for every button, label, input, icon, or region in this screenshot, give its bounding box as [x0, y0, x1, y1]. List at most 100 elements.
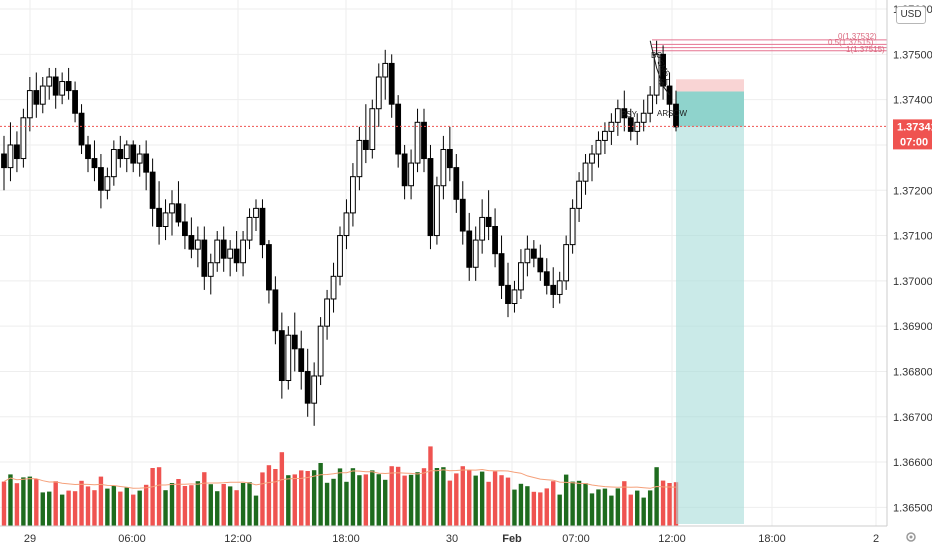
x-tick-label: 18:00 [332, 533, 360, 545]
volume-bar [59, 494, 65, 526]
volume-bar [596, 489, 601, 526]
y-tick-label: 1.36900 [893, 321, 932, 333]
candle-down [149, 171, 156, 209]
volume-bar [441, 467, 446, 526]
candle-up [440, 148, 447, 187]
candle-up [582, 162, 589, 182]
volume-bar [570, 481, 575, 526]
x-tick-label: 12:00 [224, 533, 252, 545]
volume-bar [318, 463, 323, 526]
candle-up [59, 81, 66, 96]
candle-up [382, 62, 389, 78]
x-tick-label: 12:00 [658, 533, 686, 545]
candle-up [563, 244, 570, 282]
candle-up [169, 203, 175, 214]
volume-bar [641, 497, 646, 526]
volume-bar [324, 482, 330, 526]
candle-up [285, 334, 292, 382]
target-zone[interactable] [676, 91, 744, 524]
candle-up [408, 162, 414, 187]
price-tags: 1.37341 07:00 [893, 119, 932, 150]
candle-up [569, 207, 576, 246]
volume-bar [202, 472, 207, 526]
candle-down [78, 112, 85, 146]
short-position-tool[interactable] [676, 79, 744, 524]
candle-up [324, 298, 330, 327]
fib-level-top-label: 0(1.37532) [838, 32, 877, 41]
candle-up [369, 108, 376, 150]
candle-down [143, 153, 150, 173]
stop-zone[interactable] [676, 79, 744, 92]
candle-up [162, 212, 169, 227]
volume-bar [311, 470, 317, 526]
candle-up [614, 108, 621, 123]
volume-bar [505, 477, 511, 526]
volume-moving-average [3, 468, 677, 489]
volume-bar [176, 479, 181, 526]
volume-bar [602, 488, 608, 526]
sow-label: SOW [668, 109, 688, 118]
fib-level-low-label: 1(1.37515) [846, 45, 885, 54]
candle-up [556, 280, 563, 295]
volume-bar [221, 484, 226, 526]
volume-bar [79, 480, 84, 526]
volume-bar [137, 490, 142, 526]
candle-up [350, 176, 356, 214]
candle-up [602, 130, 608, 141]
volume-bar [428, 446, 433, 526]
candle-up [511, 289, 518, 305]
volume-bar [72, 491, 78, 526]
candle-down [401, 153, 408, 187]
candle-down [498, 253, 505, 286]
y-tick-label: 1.36800 [893, 366, 932, 378]
x-tick-label: Feb [502, 533, 522, 545]
volume-bar [486, 481, 491, 526]
candle-down [492, 225, 498, 255]
volume-bar [156, 467, 162, 526]
candle-down [505, 284, 511, 305]
candle-down [1, 153, 7, 169]
currency-badge[interactable]: USD [896, 6, 926, 24]
volume-bar [40, 492, 45, 526]
volume-bar [460, 466, 465, 526]
y-tick-label: 1.37100 [893, 231, 932, 243]
bc-label: BC [651, 51, 662, 60]
candle-down [14, 144, 20, 160]
candle-up [194, 239, 201, 250]
volume-bar [208, 484, 213, 526]
candle-up [214, 239, 221, 264]
volume-bar [654, 467, 659, 526]
y-tick-label: 1.37000 [893, 276, 932, 288]
y-tick-label: 1.36600 [893, 457, 932, 469]
candle-up [317, 325, 324, 377]
candle-down [530, 248, 537, 259]
fib-level-mid-label: 0.5(1.37515) [828, 38, 874, 47]
volume-bar [525, 486, 530, 526]
volume-bar [583, 483, 588, 526]
volume-bar [8, 474, 13, 526]
volume-bar [408, 474, 414, 526]
y-tick-label: 1.36700 [893, 412, 932, 424]
x-tick-label: 2 [873, 533, 879, 545]
volume-bars [1, 446, 679, 526]
candle-down [388, 62, 395, 105]
settings-gear-icon[interactable] [896, 528, 926, 546]
volume-bar [376, 474, 381, 526]
volume-bar [14, 483, 20, 526]
volume-bar [273, 469, 278, 526]
volume-bar [279, 452, 285, 526]
volume-bar [47, 491, 52, 526]
y-tick-label: 1.37200 [893, 185, 932, 197]
candle-down [485, 216, 492, 227]
volume-bar [357, 475, 362, 526]
fib-retracement[interactable] [652, 39, 887, 52]
candle-down [466, 230, 473, 268]
volume-bar [260, 472, 265, 526]
volume-bar [479, 471, 485, 526]
volume-bar [370, 470, 375, 526]
grid [0, 0, 887, 526]
candle-up [524, 248, 531, 264]
volume-bar [163, 490, 168, 526]
candle-up [311, 375, 318, 404]
